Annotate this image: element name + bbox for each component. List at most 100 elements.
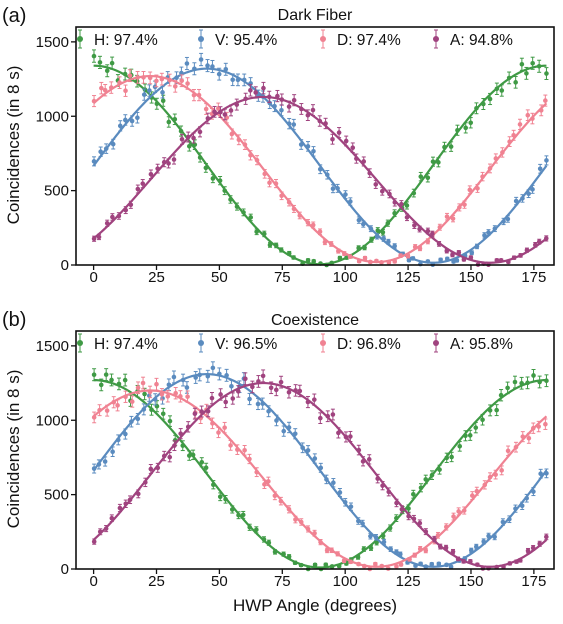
data-point [98,382,104,388]
data-point [449,454,454,460]
data-point [247,396,252,402]
data-point [209,395,215,401]
data-point [525,112,531,118]
data-point [123,431,128,437]
data-point [362,255,368,261]
series-a [91,81,549,268]
data-point [184,61,190,66]
data-point [115,403,120,408]
legend-entry: H: 97.4% [77,333,158,353]
data-point [469,250,475,256]
data-point [336,130,342,135]
data-point [216,430,221,435]
x-tick-label: 125 [396,573,421,590]
data-point [412,223,417,228]
data-point [205,63,210,68]
data-point [229,131,235,137]
data-point [281,428,287,434]
data-point [278,379,284,385]
data-point [311,149,316,154]
data-point [198,57,204,62]
data-point [242,447,247,453]
data-point [291,97,297,103]
data-point [248,215,254,220]
data-point [109,60,115,66]
data-point [404,203,410,208]
data-point [394,564,399,569]
data-point [97,60,103,65]
legend-label: H: 97.4% [94,336,158,353]
series-d [91,69,548,265]
fit-curve [92,95,548,264]
data-point [373,182,379,187]
legend-label: V: 95.4% [215,32,278,49]
data-point [429,561,435,567]
data-point [463,125,469,131]
data-point [216,106,221,111]
legend-entry: D: 97.4% [320,29,401,49]
data-point [537,166,543,172]
data-point [324,548,330,553]
data-point [159,391,165,397]
data-point [543,421,548,427]
series-a [91,369,549,571]
series-h [91,368,549,572]
data-point [91,53,97,59]
data-point [253,90,259,95]
data-point [216,71,222,77]
data-point [480,417,485,423]
data-point [129,399,135,404]
data-point [228,443,233,448]
data-point [110,141,116,147]
data-point [267,180,272,186]
legend-entry: V: 96.5% [198,333,278,353]
data-point [142,391,147,397]
x-tick-label: 0 [89,573,97,590]
data-point [436,561,442,567]
series-d [91,376,548,572]
legend-label: D: 97.4% [337,32,401,49]
data-point [218,392,223,397]
data-point [341,558,347,564]
data-point [166,119,172,125]
data-point [513,80,518,85]
legend-marker [198,36,204,42]
data-point [129,118,135,124]
data-point [185,81,190,86]
data-point [448,144,454,149]
data-point [448,564,454,570]
data-point [494,407,499,413]
y-tick-label: 1000 [36,412,69,429]
data-point [154,78,159,84]
data-point [109,377,114,383]
data-point [243,376,248,382]
data-point [102,459,108,464]
data-point [171,374,177,380]
data-point [482,233,487,238]
x-tick-label: 50 [211,269,228,286]
data-point [418,174,424,179]
y-axis-label: Coincidences (in 8 s) [4,370,23,529]
data-point [110,449,115,455]
legend-label: V: 96.5% [215,336,278,353]
data-point [91,539,97,544]
data-point [398,562,404,567]
data-point [212,109,217,115]
data-point [487,96,493,102]
data-point [543,98,548,103]
x-tick-label: 75 [274,573,291,590]
legend-marker [433,340,439,346]
data-point [172,84,178,89]
data-point [117,123,123,129]
data-point [526,435,532,441]
data-point [505,385,510,391]
data-point [323,562,329,567]
data-point [91,372,97,378]
legend-entry: V: 95.4% [198,29,278,49]
legend-marker [77,36,83,42]
data-point [279,107,284,113]
data-point [230,77,235,83]
data-point [454,258,460,263]
data-point [444,214,450,219]
